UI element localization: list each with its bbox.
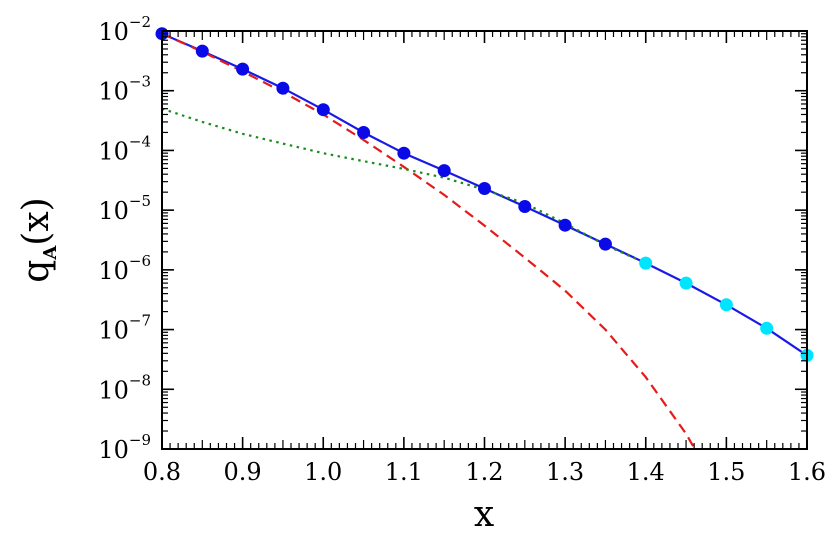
- data-point: [518, 200, 532, 213]
- svg-text:qA(x): qA(x): [16, 197, 61, 282]
- data-point: [760, 321, 774, 335]
- y-tick-label: 10−3: [98, 73, 151, 106]
- y-tick-label: 10−7: [98, 312, 151, 345]
- tick-layer: [161, 30, 808, 450]
- y-tick-label: 10−2: [98, 13, 151, 46]
- y-tick-label: 10−5: [98, 192, 151, 225]
- data-point: [719, 298, 733, 312]
- y-tick-label: 10−9: [98, 431, 151, 464]
- x-axis-title: x: [474, 494, 494, 535]
- y-axis-title-subscript: A: [40, 245, 61, 261]
- x-tick-label: 1.4: [627, 458, 665, 486]
- x-tick-label: 1.2: [465, 458, 503, 486]
- data-point: [679, 276, 693, 290]
- x-tick-labels: 0.8 0.9 1.0 1.1 1.2 1.3 1.4 1.5 1.6: [143, 458, 826, 486]
- x-tick-label: 0.9: [224, 458, 262, 486]
- plot-frame: [161, 30, 808, 450]
- y-tick-label: 10−8: [98, 371, 151, 404]
- data-point: [236, 62, 250, 76]
- y-tick-labels: 10−2 10−3 10−4 10−5 10−6 10−7 10−8 10−9: [98, 13, 151, 464]
- y-tick-label: 10−4: [98, 132, 151, 165]
- x-tick-label: 1.3: [546, 458, 584, 486]
- x-tick-label: 0.8: [143, 458, 181, 486]
- data-point: [478, 182, 491, 195]
- y-axis-title-suffix: (x): [16, 197, 57, 245]
- data-point: [397, 146, 411, 160]
- marker-layer: [155, 27, 814, 362]
- y-axis-title: qA(x): [16, 197, 61, 282]
- data-point: [598, 237, 612, 251]
- x-tick-label: 1.0: [304, 458, 342, 486]
- y-tick-label: 10−6: [98, 252, 151, 285]
- data-point: [558, 218, 572, 232]
- y-axis-title-base: q: [16, 260, 57, 283]
- data-point: [195, 44, 209, 58]
- series-layer: [162, 32, 807, 449]
- x-tick-label: 1.5: [707, 458, 745, 486]
- x-tick-label: 1.6: [788, 458, 826, 486]
- data-point: [437, 164, 451, 178]
- x-tick-label: 1.1: [385, 458, 423, 486]
- series-line-dashed: [162, 32, 696, 449]
- data-point: [639, 256, 653, 270]
- data-point: [357, 126, 371, 139]
- data-point: [276, 81, 290, 95]
- data-point: [316, 103, 330, 117]
- series-line-dotted: [162, 107, 647, 265]
